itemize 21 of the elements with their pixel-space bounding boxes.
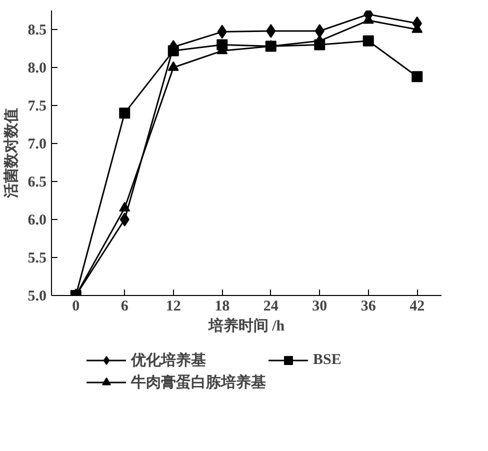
y-tick-label: 5.0 bbox=[28, 288, 46, 304]
x-tick-label: 42 bbox=[410, 298, 425, 314]
legend-label: 优化培养基 bbox=[131, 351, 207, 370]
y-tick-label: 6.0 bbox=[28, 212, 46, 228]
y-tick-label: 8.0 bbox=[28, 60, 46, 76]
x-tick-label: 24 bbox=[263, 298, 279, 314]
x-tick-label: 18 bbox=[214, 298, 230, 314]
x-tick-label: 12 bbox=[166, 298, 181, 314]
y-axis-title: 活菌数对数值 bbox=[2, 108, 20, 199]
y-tick-label: 6.5 bbox=[28, 174, 46, 190]
legend-label: 牛肉膏蛋白胨培养基 bbox=[131, 373, 266, 392]
x-tick-label: 30 bbox=[312, 298, 328, 314]
y-tick-label: 8.5 bbox=[28, 22, 46, 38]
y-tick-label: 7.5 bbox=[28, 98, 46, 114]
x-tick-label: 0 bbox=[72, 298, 80, 314]
x-tick-label: 36 bbox=[360, 298, 376, 314]
y-tick-label: 5.5 bbox=[28, 250, 46, 266]
y-tick-label: 7.0 bbox=[28, 136, 46, 152]
x-axis-title: 培养时间 /h bbox=[207, 316, 286, 334]
legend-label: BSE bbox=[313, 352, 342, 368]
x-tick-label: 6 bbox=[120, 298, 129, 314]
